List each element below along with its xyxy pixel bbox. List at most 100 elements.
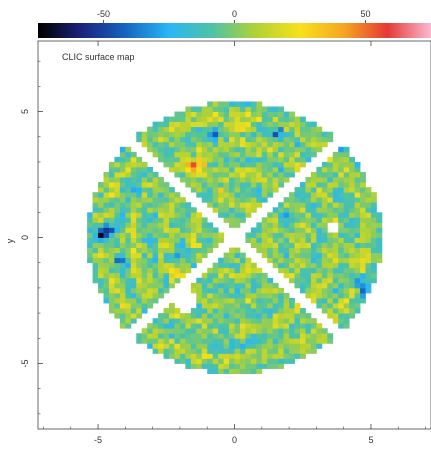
heatmap-cell [201, 282, 208, 289]
heatmap-cell [114, 297, 121, 304]
heatmap-cell [103, 267, 110, 274]
heatmap-cell [174, 267, 181, 274]
heatmap-cell [300, 313, 306, 319]
heatmap-cell [267, 141, 274, 148]
heatmap-cell [289, 141, 295, 148]
heatmap-cell [267, 318, 274, 324]
heatmap-cell [212, 277, 219, 284]
heatmap-cell [278, 172, 285, 178]
heatmap-cell [327, 303, 334, 309]
heatmap-cell [267, 177, 274, 183]
heatmap-cell [147, 323, 154, 329]
heatmap-cell [283, 297, 290, 304]
heatmap-cell [201, 136, 208, 143]
heatmap-cell [98, 262, 104, 269]
heatmap-cell [119, 292, 126, 299]
heatmap-cell [163, 217, 170, 223]
heatmap-cell [207, 292, 214, 299]
heatmap-cell [239, 338, 246, 344]
heatmap-cell [327, 287, 334, 294]
heatmap-cell [349, 237, 355, 243]
heatmap-cell [158, 242, 164, 248]
heatmap-cell [152, 262, 159, 269]
heatmap-cell [196, 192, 203, 198]
heatmap-cell [283, 141, 290, 148]
heatmap-cell [152, 177, 159, 183]
colorbar-tick-label: 50 [360, 9, 370, 19]
heatmap-cell [212, 161, 219, 168]
heatmap-cell [272, 116, 279, 123]
heatmap-cell [305, 287, 312, 294]
heatmap-cell [338, 282, 345, 289]
heatmap-cell [360, 202, 366, 208]
heatmap-cell [338, 202, 345, 208]
heatmap-cell [158, 282, 164, 289]
heatmap-cell [163, 207, 170, 213]
heatmap-cell [272, 146, 279, 153]
heatmap-cell [360, 287, 366, 294]
heatmap-cell [300, 141, 306, 148]
heatmap-cell [125, 207, 132, 213]
heatmap-cell [234, 338, 241, 344]
heatmap-cell [316, 338, 323, 344]
heatmap-cell [354, 161, 361, 168]
heatmap-cell [283, 161, 290, 168]
heatmap-cell [310, 272, 317, 279]
heatmap-cell [147, 131, 154, 138]
heatmap-cell [321, 292, 328, 299]
heatmap-cell [338, 227, 345, 233]
heatmap-cell [338, 151, 345, 158]
heatmap-cell [321, 217, 328, 223]
heatmap-cell [343, 192, 350, 198]
heatmap-cell [250, 177, 257, 183]
heatmap-cell [207, 333, 214, 339]
heatmap-cell [343, 313, 350, 319]
heatmap-cell [267, 252, 274, 259]
heatmap-cell [250, 353, 257, 359]
heatmap-cell [119, 172, 126, 178]
heatmap-cell [223, 182, 230, 188]
heatmap-cell [125, 232, 132, 238]
heatmap-cell [321, 177, 328, 183]
heatmap-cell [283, 292, 290, 299]
heatmap-cell [354, 232, 361, 238]
heatmap-cell [310, 282, 317, 289]
heatmap-cell [207, 353, 214, 359]
heatmap-cell [147, 207, 154, 213]
heatmap-cell [327, 232, 334, 238]
heatmap-cell [223, 166, 230, 173]
heatmap-cell [256, 272, 263, 279]
heatmap-cell [223, 111, 230, 117]
heatmap-cell [108, 202, 115, 208]
heatmap-cell [223, 343, 230, 349]
heatmap-cell [310, 136, 317, 143]
heatmap-cell [245, 292, 252, 299]
heatmap-cell [261, 166, 268, 173]
heatmap-cell [141, 292, 148, 299]
heatmap-cell [338, 197, 345, 203]
heatmap-cell [163, 313, 170, 319]
heatmap-cell [152, 328, 159, 334]
heatmap-cell [196, 308, 203, 314]
heatmap-cell [300, 323, 306, 329]
heatmap-cell [256, 156, 263, 163]
heatmap-cell [305, 141, 312, 148]
heatmap-cell [130, 257, 137, 264]
heatmap-cell [179, 131, 186, 138]
heatmap-cell [190, 242, 197, 248]
heatmap-cell [245, 333, 252, 339]
heatmap-cell [256, 338, 263, 344]
heatmap-cell [163, 197, 170, 203]
heatmap-cell [229, 303, 235, 309]
heatmap-cell [229, 323, 235, 329]
heatmap-cell [245, 187, 252, 193]
heatmap-cell [316, 252, 323, 259]
heatmap-cell [223, 101, 230, 107]
heatmap-cell [103, 237, 110, 243]
heatmap-cell [108, 262, 115, 269]
heatmap-cell [349, 172, 355, 178]
heatmap-cell [310, 242, 317, 248]
heatmap-cell [223, 318, 230, 324]
heatmap-cell [365, 197, 372, 203]
heatmap-cell [261, 353, 268, 359]
